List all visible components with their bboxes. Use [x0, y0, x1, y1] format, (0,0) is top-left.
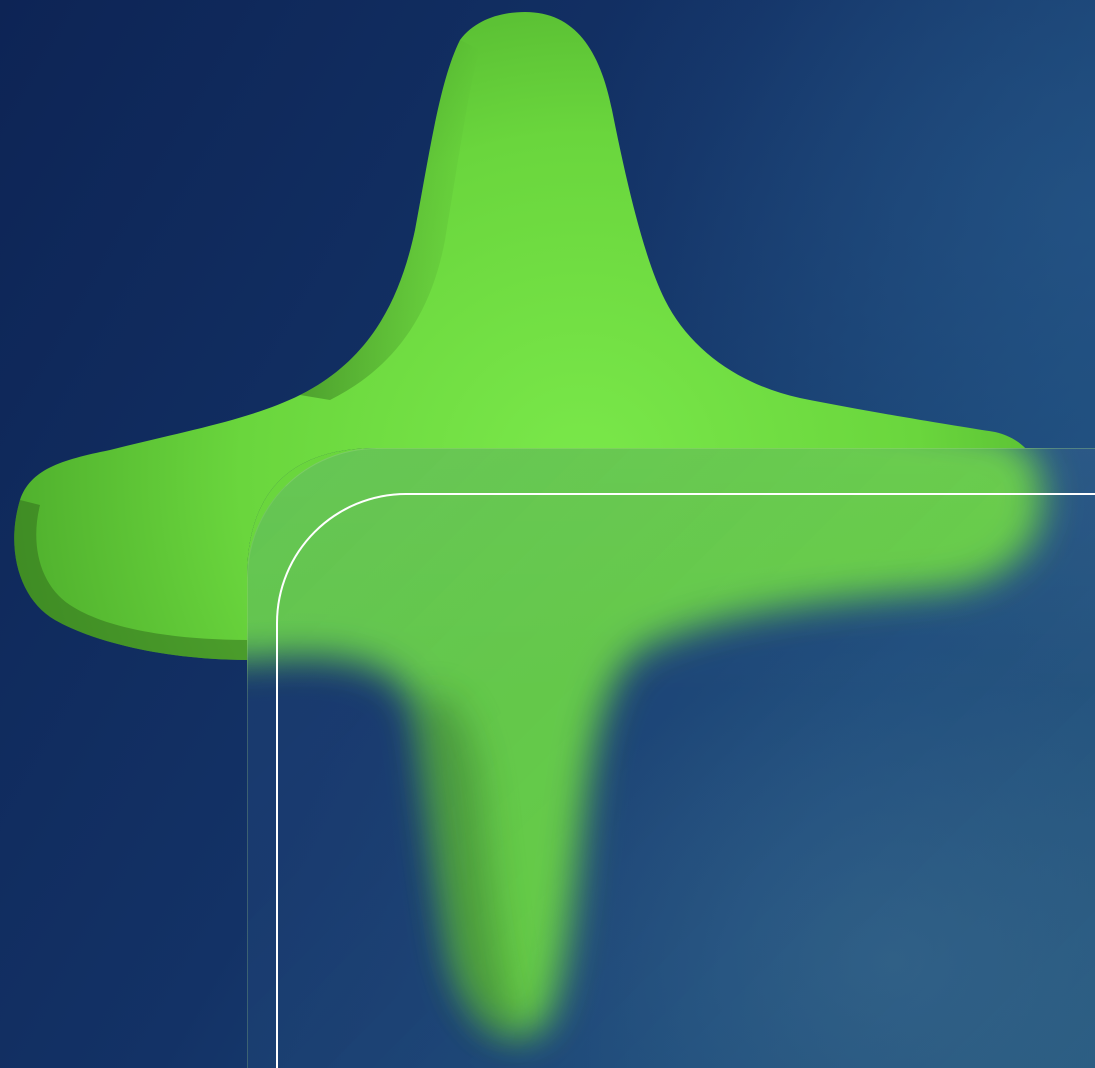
frosted-glass-panel — [247, 448, 1095, 1068]
panel-tint-overlay — [248, 449, 1095, 1068]
